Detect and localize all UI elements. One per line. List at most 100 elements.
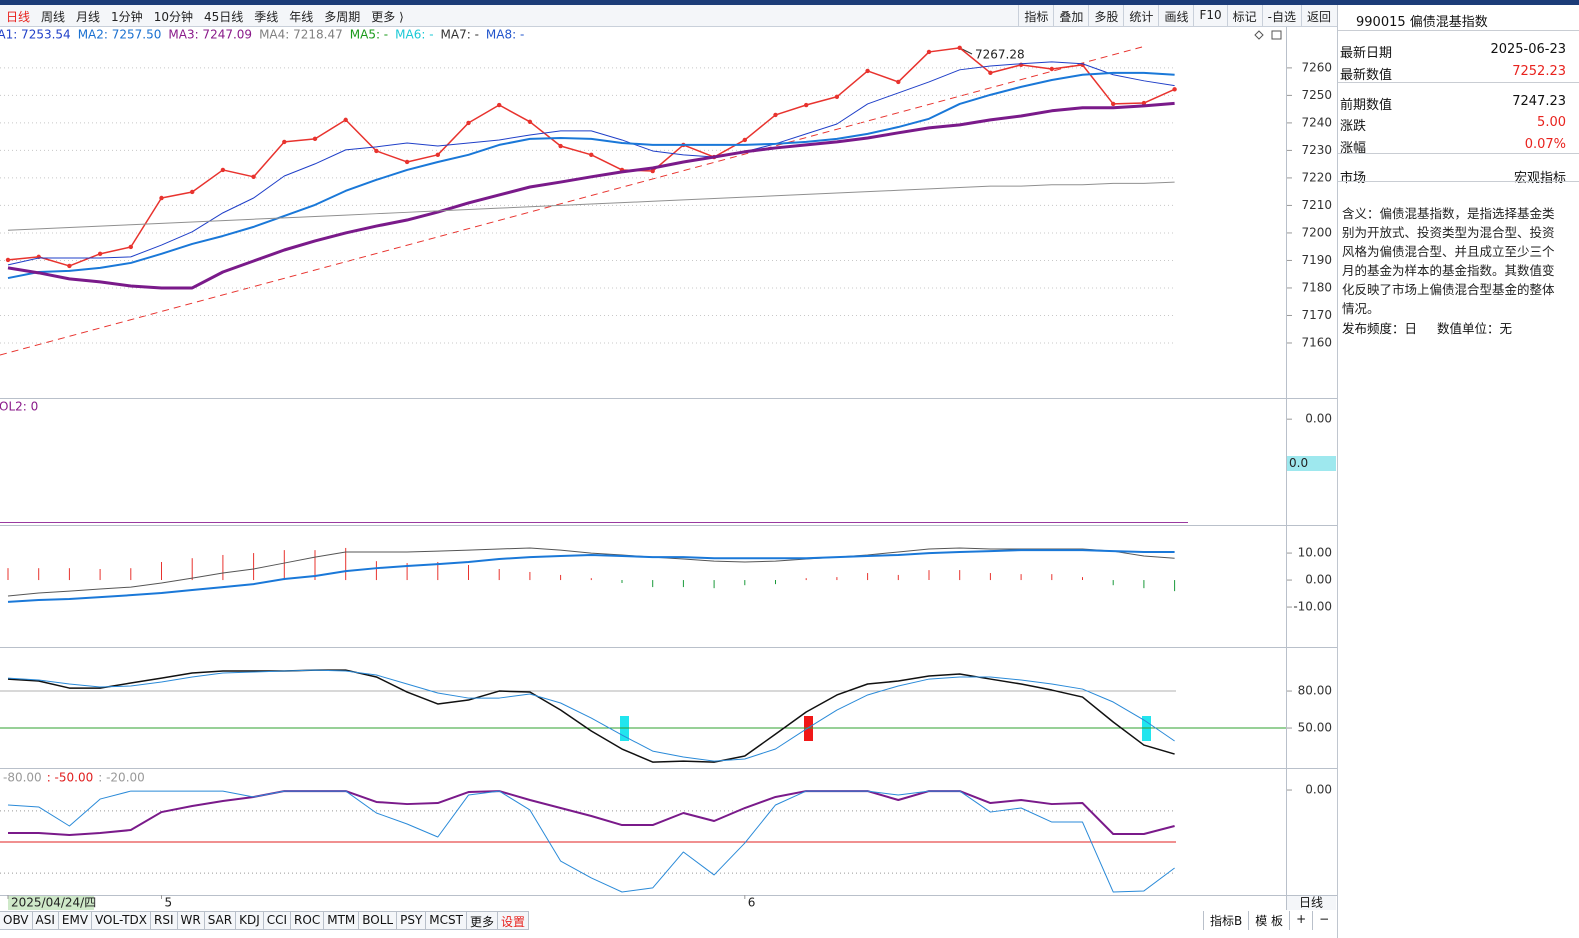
period-tab[interactable]: 日线 — [6, 10, 31, 24]
indicator-tab[interactable]: 更多 — [466, 911, 498, 930]
info-footer: 发布频度：日 数值单位：无 — [1342, 318, 1512, 337]
period-tab[interactable]: 季线 — [254, 10, 279, 24]
indicator-tab[interactable]: ASI — [32, 911, 59, 930]
period-tab[interactable]: 10分钟 — [153, 10, 193, 24]
bottom-right-buttons: 指标B 模 板 + − — [1203, 911, 1335, 930]
y-tick-label: 50.00 — [1298, 721, 1332, 735]
panel-button[interactable]: 模 板 — [1248, 911, 1289, 930]
period-tab[interactable]: 1分钟 — [111, 10, 143, 24]
data-point — [67, 263, 72, 269]
indicator-tab[interactable]: RSI — [151, 911, 178, 930]
indicator-parameter: -80.00 — [3, 771, 42, 785]
data-point — [926, 49, 932, 55]
y-tick-label: 7200 — [1301, 225, 1332, 239]
y-tick-label: 7250 — [1301, 88, 1332, 102]
separator — [1338, 181, 1579, 182]
axis-period: 日线 — [1299, 896, 1323, 910]
tool-button[interactable]: 画线 — [1158, 5, 1193, 26]
series-line — [7, 669, 1175, 763]
data-point — [466, 120, 471, 126]
indicator-tab[interactable]: BOLL — [359, 911, 398, 930]
y-tick-label: 7240 — [1301, 115, 1332, 129]
panel — [0, 790, 1176, 893]
series-line — [7, 547, 1175, 597]
tool-button[interactable]: -自选 — [1261, 5, 1301, 26]
panel-button[interactable]: − — [1312, 911, 1335, 930]
info-value: 宏观指标 — [1513, 171, 1566, 186]
info-value: 5.00 — [1537, 115, 1566, 130]
data-point — [374, 148, 379, 154]
separator — [1338, 153, 1579, 154]
indicator-tab[interactable]: KDJ — [236, 911, 264, 930]
tool-button[interactable]: 多股 — [1088, 5, 1123, 26]
period-tab[interactable]: 周线 — [41, 10, 66, 24]
data-point — [988, 70, 993, 76]
data-point — [404, 159, 410, 165]
data-point — [159, 195, 164, 201]
tool-button[interactable]: 返回 — [1300, 5, 1336, 26]
panel-button[interactable]: + — [1289, 911, 1312, 930]
frame — [0, 27, 1337, 910]
period-tab[interactable]: 45日线 — [203, 10, 244, 24]
period-tab[interactable]: 更多 ⟩ — [371, 10, 404, 24]
y-tick-label: 0.00 — [1305, 573, 1332, 587]
indicator-tab[interactable]: EMV — [58, 911, 93, 930]
data-point — [97, 251, 103, 257]
y-tick-label: 0.00 — [1305, 783, 1332, 797]
indicator-tab[interactable]: CCI — [263, 911, 292, 930]
info-title: 990015 偏债混基指数 — [1356, 15, 1488, 30]
info-panel: 990015 偏债混基指数 最新日期 2025-06-23 最新数值 7252.23 前… — [1337, 5, 1579, 938]
y-tick-label: 80.00 — [1298, 684, 1332, 698]
y-tick-label: 7160 — [1301, 335, 1332, 349]
tool-button[interactable]: 统计 — [1123, 5, 1158, 26]
panel-button[interactable]: 指标B — [1203, 911, 1248, 930]
indicator-tab[interactable]: ROC — [291, 911, 325, 930]
tool-button[interactable]: 叠加 — [1053, 5, 1088, 26]
data-point — [865, 68, 870, 74]
data-point — [742, 137, 747, 143]
icons — [1254, 30, 1282, 40]
series-line — [7, 790, 1175, 893]
legend-entry: MA1: 7253.54 — [0, 28, 71, 42]
data-point — [1141, 100, 1147, 106]
tool-button[interactable]: 指标 — [1018, 5, 1053, 26]
data-point — [5, 257, 11, 263]
period-tabs: 日线 周线 月线 1分钟 10分钟 45日线 季线 年线 多周期 更多 ⟩ — [6, 8, 404, 25]
legend-entry: MA3: 7247.09 — [168, 28, 252, 42]
indicator-tab[interactable]: SAR — [204, 911, 237, 930]
y-tick-label: 7170 — [1301, 308, 1332, 322]
indicator-tab[interactable]: WR — [177, 911, 205, 930]
y-tick-label: 7190 — [1301, 253, 1332, 267]
indicator-tab[interactable]: OBV — [0, 911, 33, 930]
y-tick-label: -10.00 — [1293, 600, 1332, 614]
separator — [1338, 30, 1579, 31]
info-value: 7252.23 — [1512, 64, 1566, 79]
info-value: 0.07% — [1524, 137, 1566, 152]
period-tab[interactable]: 多周期 — [324, 10, 361, 24]
toolbar: 日线 周线 月线 1分钟 10分钟 45日线 季线 年线 多周期 更多 ⟩ 指标 叠加 多股 统计 画线 F… — [0, 5, 1337, 27]
info-row: 最新日期 2025-06-23 — [1340, 42, 1566, 61]
panel — [0, 669, 1286, 763]
indicator-tab[interactable]: VOL-TDX — [92, 911, 151, 930]
period-tab[interactable]: 月线 — [76, 10, 101, 24]
period-tab[interactable]: 年线 — [289, 10, 314, 24]
frequency: 发布频度：日 — [1342, 321, 1418, 336]
tool-button[interactable]: 标记 — [1226, 5, 1262, 26]
info-label: 涨幅 — [1340, 141, 1367, 156]
series-line — [7, 669, 1175, 762]
x-tick-label: 5 — [165, 896, 173, 910]
indicator-tab[interactable]: MCST — [426, 911, 467, 930]
indicator-tab[interactable]: 设置 — [498, 911, 530, 930]
y-tick-label: 7230 — [1301, 143, 1332, 157]
y-tick-label: 7260 — [1301, 60, 1332, 74]
data-point — [1172, 87, 1177, 92]
indicator-parameter: : -20.00 — [98, 771, 145, 785]
info-row: 市场 宏观指标 — [1340, 167, 1566, 186]
tool-button[interactable]: F10 — [1193, 5, 1226, 26]
indicator-tab[interactable]: PSY — [397, 911, 427, 930]
info-label: 涨跌 — [1340, 119, 1367, 134]
data-point — [497, 102, 502, 108]
data-point — [1049, 66, 1055, 72]
indicator-tab[interactable]: MTM — [324, 911, 360, 930]
